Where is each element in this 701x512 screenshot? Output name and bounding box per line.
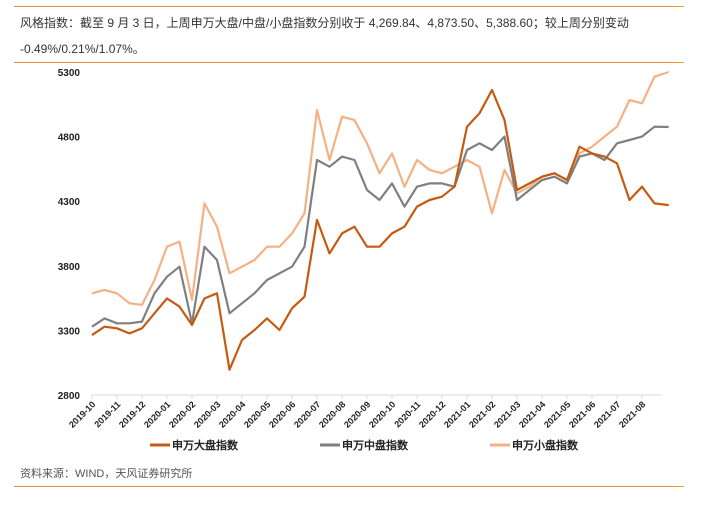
x-tick-label: 2021-04	[517, 399, 547, 429]
x-tick-label: 2020-12	[417, 399, 447, 429]
x-tick-label: 2021-07	[592, 399, 622, 429]
x-tick-label: 2020-01	[142, 399, 172, 429]
x-tick-label: 2019-12	[117, 399, 147, 429]
x-tick-label: 2020-02	[167, 399, 197, 429]
legend-label-1: 申万大盘指数	[172, 438, 239, 452]
x-tick-label: 2021-06	[567, 399, 597, 429]
x-tick-label: 2020-06	[267, 399, 297, 429]
x-tick-label: 2020-05	[242, 399, 272, 429]
x-tick-label: 2020-03	[192, 399, 222, 429]
source-note: 资料来源：WIND，天风证券研究所	[20, 468, 193, 480]
top-rule	[14, 6, 684, 7]
x-tick-label: 2021-01	[442, 399, 472, 429]
description-rule	[14, 62, 684, 63]
y-tick-label: 5300	[58, 68, 81, 79]
x-tick-label: 2020-04	[217, 399, 247, 429]
series-line-1	[91, 88, 669, 371]
x-tick-label: 2021-02	[467, 399, 497, 429]
y-tick-label: 2800	[58, 391, 81, 402]
x-tick-label: 2021-08	[617, 399, 647, 429]
legend-label-2: 申万中盘指数	[342, 438, 409, 452]
x-tick-label: 2020-09	[342, 399, 372, 429]
x-tick-label: 2020-08	[317, 399, 347, 429]
y-tick-label: 3300	[58, 326, 81, 337]
y-tick-label: 3800	[58, 262, 81, 273]
x-tick-label: 2021-05	[542, 399, 572, 429]
series-line-2	[91, 125, 669, 328]
x-tick-label: 2020-07	[292, 399, 322, 429]
description-line-1: 风格指数：截至 9 月 3 日，上周申万大盘/中盘/小盘指数分别收于 4,269…	[20, 16, 629, 30]
series-line-3	[91, 70, 670, 306]
description-line-2: -0.49%/0.21%/1.07%。	[20, 42, 145, 56]
x-tick-label: 2021-03	[492, 399, 522, 429]
x-tick-label: 2019-10	[67, 399, 97, 429]
x-tick-label: 2020-10	[367, 399, 397, 429]
y-tick-label: 4800	[58, 133, 81, 144]
bottom-rule	[14, 486, 684, 487]
legend-label-3: 申万小盘指数	[512, 438, 579, 452]
y-tick-label: 4300	[58, 197, 81, 208]
